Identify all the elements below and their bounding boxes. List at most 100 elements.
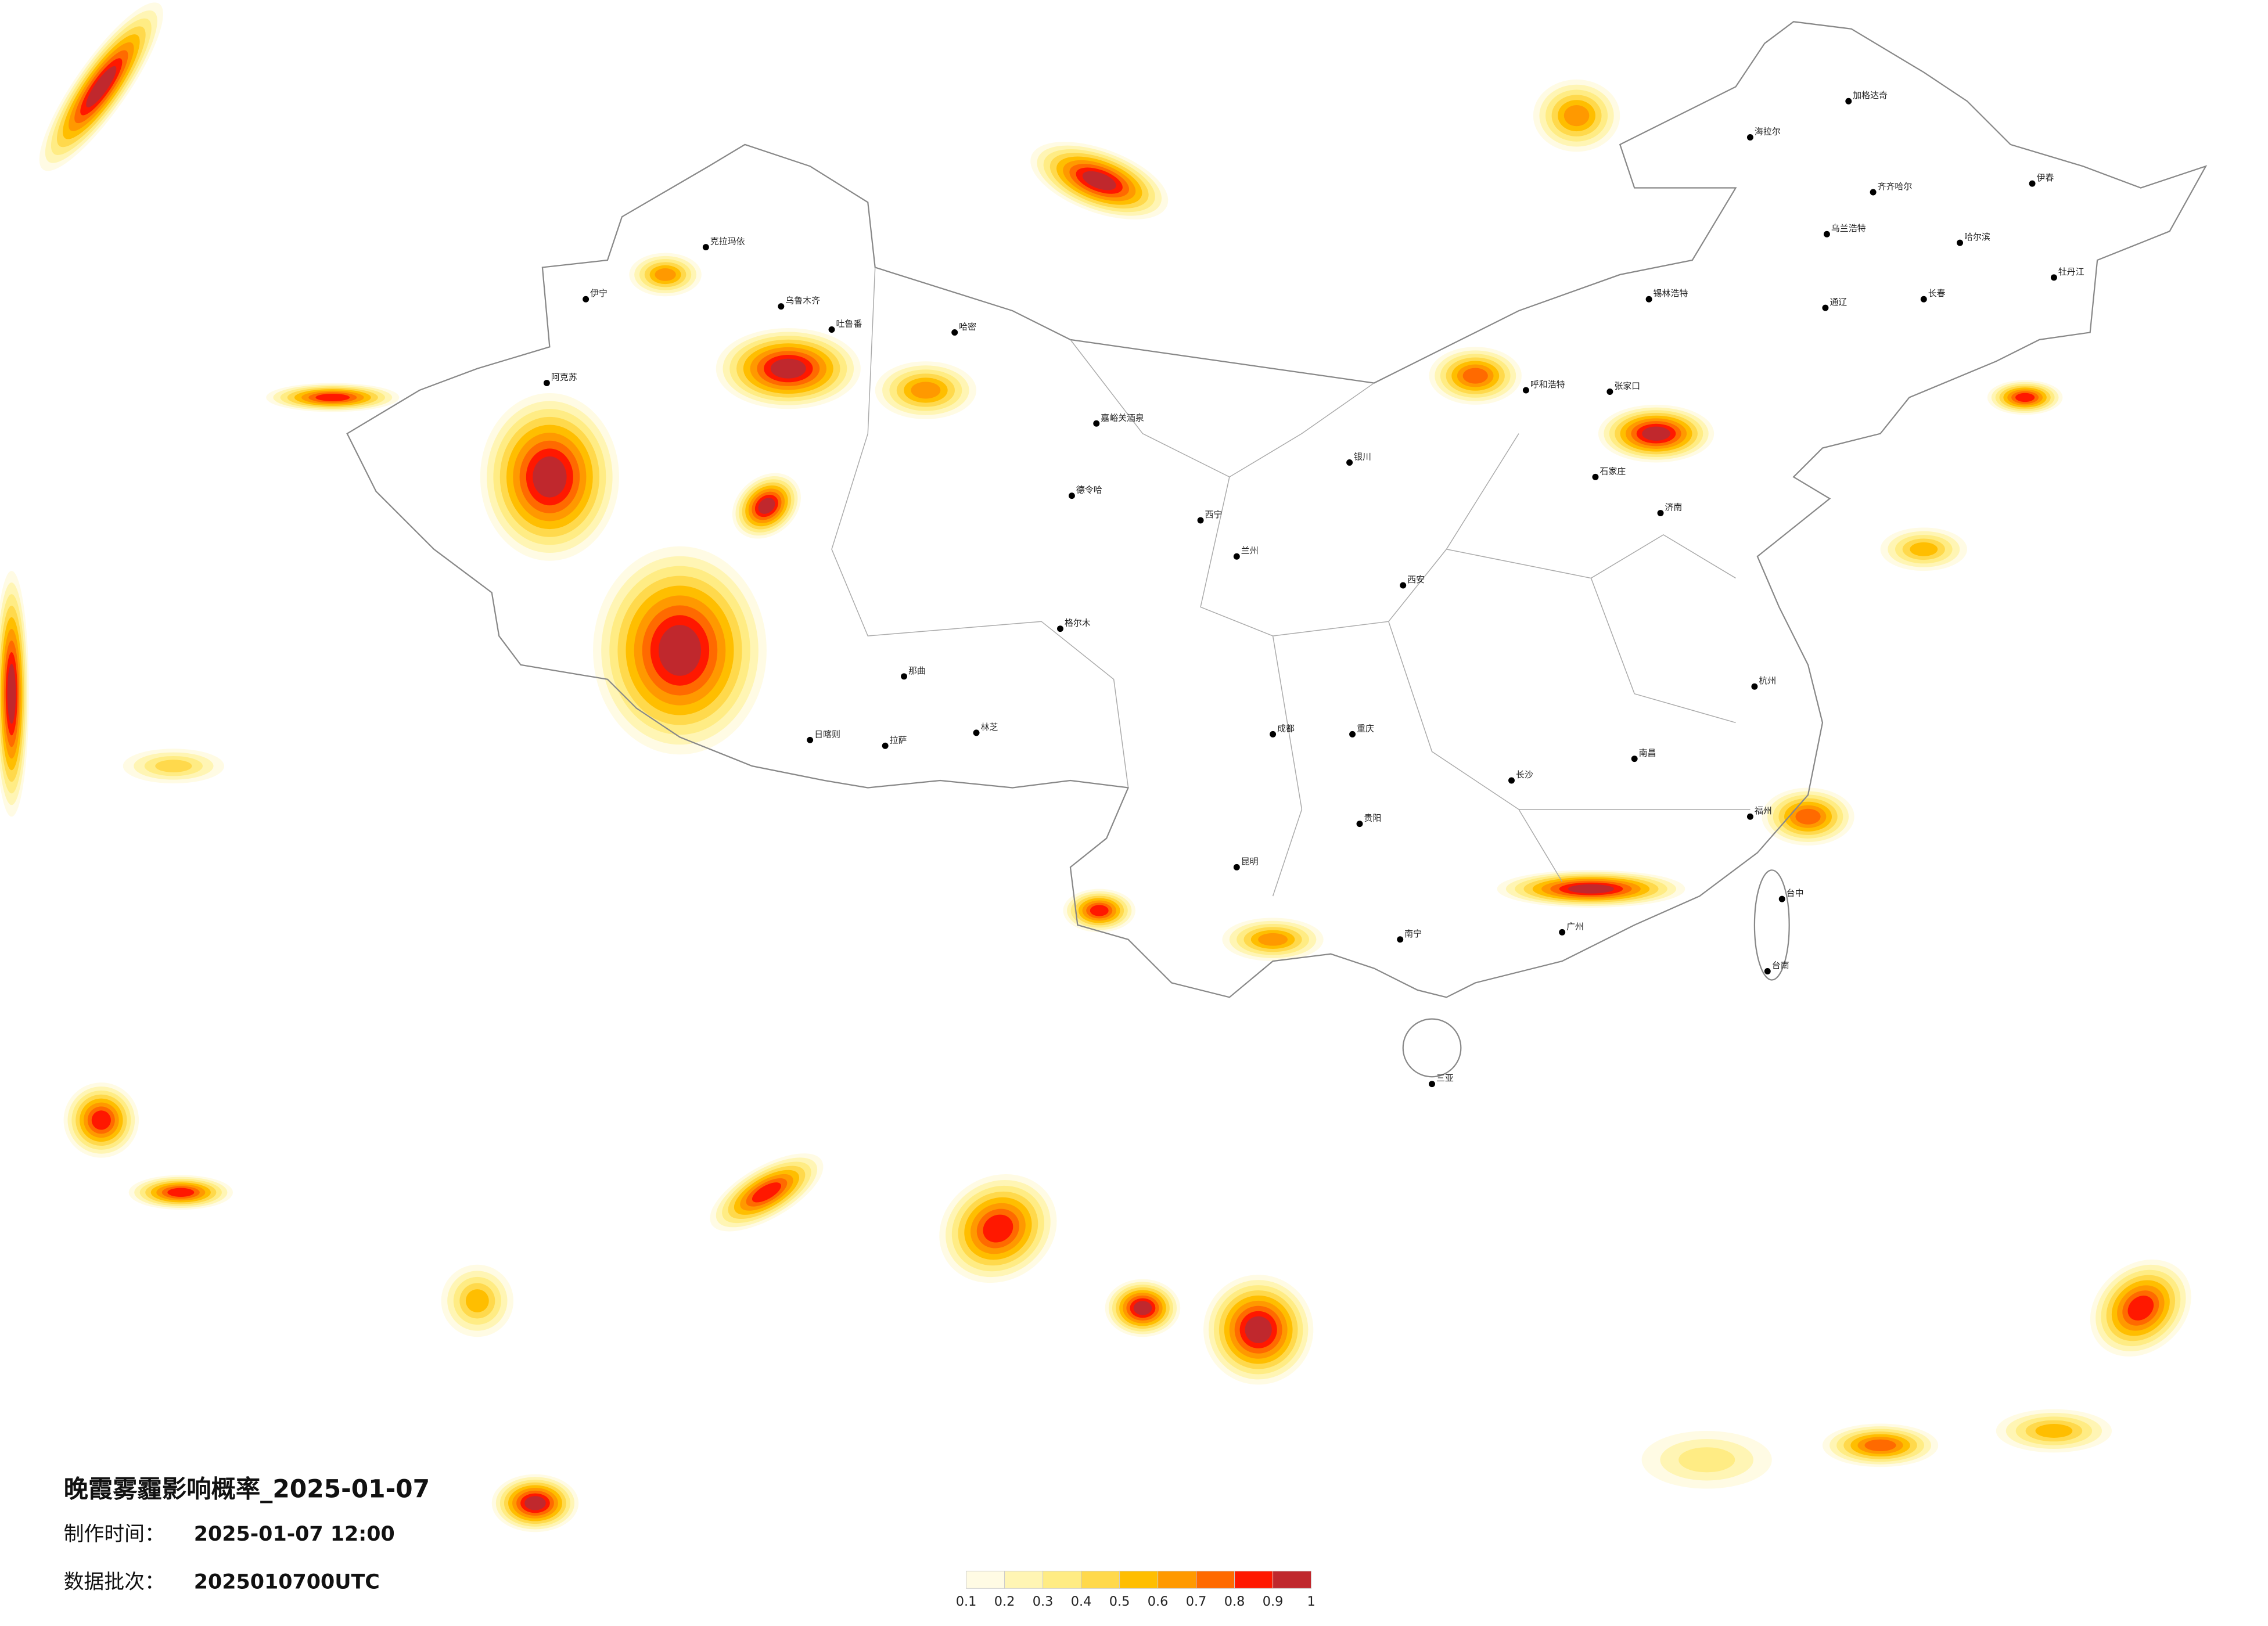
haze-area xyxy=(983,1214,1013,1243)
haze-area xyxy=(533,456,567,498)
city-label: 哈密 xyxy=(959,321,976,332)
legend-tick-label: 0.3 xyxy=(1033,1594,1054,1609)
city-label: 伊宁 xyxy=(590,288,608,298)
haze-area xyxy=(86,66,117,107)
city-dot xyxy=(1397,936,1404,943)
city-dot xyxy=(1778,895,1785,902)
city-label: 台南 xyxy=(1772,961,1789,971)
city-dot xyxy=(1822,304,1829,311)
borders xyxy=(346,21,2208,1078)
haze-area xyxy=(1864,1439,1896,1452)
haze-area xyxy=(1245,1316,1272,1343)
haze-area xyxy=(1795,808,1821,825)
city-dot xyxy=(2029,180,2036,187)
city-dot xyxy=(1645,296,1652,303)
city-dot xyxy=(2050,274,2057,281)
city-dot xyxy=(1057,625,1063,632)
city-dot xyxy=(1751,683,1758,690)
city-dot xyxy=(828,326,835,333)
haze-area xyxy=(91,1110,111,1130)
city-label: 兰州 xyxy=(1241,545,1259,556)
city-dot xyxy=(1233,553,1240,560)
legend-swatch xyxy=(1158,1570,1197,1589)
legend-swatch xyxy=(1081,1570,1120,1589)
city-dot xyxy=(1349,731,1356,738)
city-dot xyxy=(973,729,980,736)
city-dot xyxy=(1346,459,1353,466)
city-label: 福州 xyxy=(1755,805,1772,816)
legend-swatch xyxy=(1043,1570,1082,1589)
city-label: 昆明 xyxy=(1241,856,1259,866)
city-label: 那曲 xyxy=(908,665,926,676)
city-dot xyxy=(1429,1081,1436,1088)
haze-area xyxy=(752,1182,781,1203)
city-dot xyxy=(901,673,907,680)
haze-area xyxy=(2127,1296,2154,1321)
title: 晚霞雾霾影响概率_2025-01-07 xyxy=(64,1475,430,1503)
city-dot xyxy=(1592,473,1599,480)
city-label: 西宁 xyxy=(1205,509,1223,520)
city-label: 西安 xyxy=(1407,574,1425,585)
city-dot xyxy=(1270,731,1277,738)
haze-area xyxy=(2035,1424,2073,1438)
haze-area xyxy=(1642,426,1670,441)
city-label: 乌鲁木齐 xyxy=(785,296,820,306)
city-label: 通辽 xyxy=(1830,297,1847,307)
city-label: 林芝 xyxy=(981,722,998,732)
haze-area xyxy=(758,498,775,514)
city-dot xyxy=(1197,517,1204,524)
city-label: 成都 xyxy=(1277,723,1295,733)
legend-swatch xyxy=(1004,1570,1044,1589)
haze-area xyxy=(524,1496,546,1510)
city-dot xyxy=(1606,388,1613,395)
haze-area xyxy=(1910,542,1938,556)
legend-tick-label: 0.7 xyxy=(1186,1594,1207,1609)
city-dot xyxy=(583,296,590,303)
city-dot xyxy=(951,329,958,336)
city-label: 长春 xyxy=(1928,288,1946,298)
legend-tick-label: 1 xyxy=(1307,1594,1315,1609)
production-time-label: 制作时间： xyxy=(64,1523,165,1546)
haze-area xyxy=(1082,171,1116,190)
city-label: 哈尔滨 xyxy=(1964,232,1990,242)
city-label: 济南 xyxy=(1665,502,1682,513)
city-label: 贵阳 xyxy=(1364,813,1381,823)
city-label: 呼和浩特 xyxy=(1530,379,1565,390)
legend-tick-label: 0.2 xyxy=(994,1594,1015,1609)
haze-area xyxy=(1133,1301,1152,1315)
legend-swatch xyxy=(1234,1570,1274,1589)
city-label: 牡丹江 xyxy=(2058,267,2084,277)
city-label: 南宁 xyxy=(1404,929,1422,939)
legend-tick-label: 0.6 xyxy=(1148,1594,1169,1609)
haze-area xyxy=(770,358,806,379)
city-label: 海拉尔 xyxy=(1755,126,1781,136)
haze-area xyxy=(465,1289,489,1312)
legend-swatch xyxy=(1196,1570,1235,1589)
city-dot xyxy=(778,303,785,310)
city-label: 三亚 xyxy=(1436,1073,1454,1084)
city-label: 长沙 xyxy=(1516,769,1533,780)
legend-tick-label: 0.8 xyxy=(1224,1594,1245,1609)
haze-layer xyxy=(0,2,2191,1533)
city-dot xyxy=(1657,510,1664,517)
city-label: 重庆 xyxy=(1357,723,1374,733)
city-dot xyxy=(807,736,814,743)
city-label: 嘉峪关酒泉 xyxy=(1101,412,1144,423)
city-dot xyxy=(1870,189,1877,196)
city-label: 银川 xyxy=(1354,451,1371,462)
city-label: 杭州 xyxy=(1759,675,1776,686)
city-dot xyxy=(1957,239,1964,246)
production-time-value: 2025-01-07 12:00 xyxy=(194,1523,395,1546)
island-taiwan xyxy=(1753,869,1790,981)
city-dot xyxy=(1764,968,1771,975)
haze-area xyxy=(1090,905,1109,916)
city-label: 齐齐哈尔 xyxy=(1878,181,1913,192)
legend-tick-label: 0.1 xyxy=(956,1594,977,1609)
legend-swatch xyxy=(1273,1570,1312,1589)
haze-area xyxy=(911,382,941,399)
city-label: 台中 xyxy=(1787,888,1804,898)
city-dot xyxy=(1233,864,1240,870)
city-dot xyxy=(1746,134,1753,141)
